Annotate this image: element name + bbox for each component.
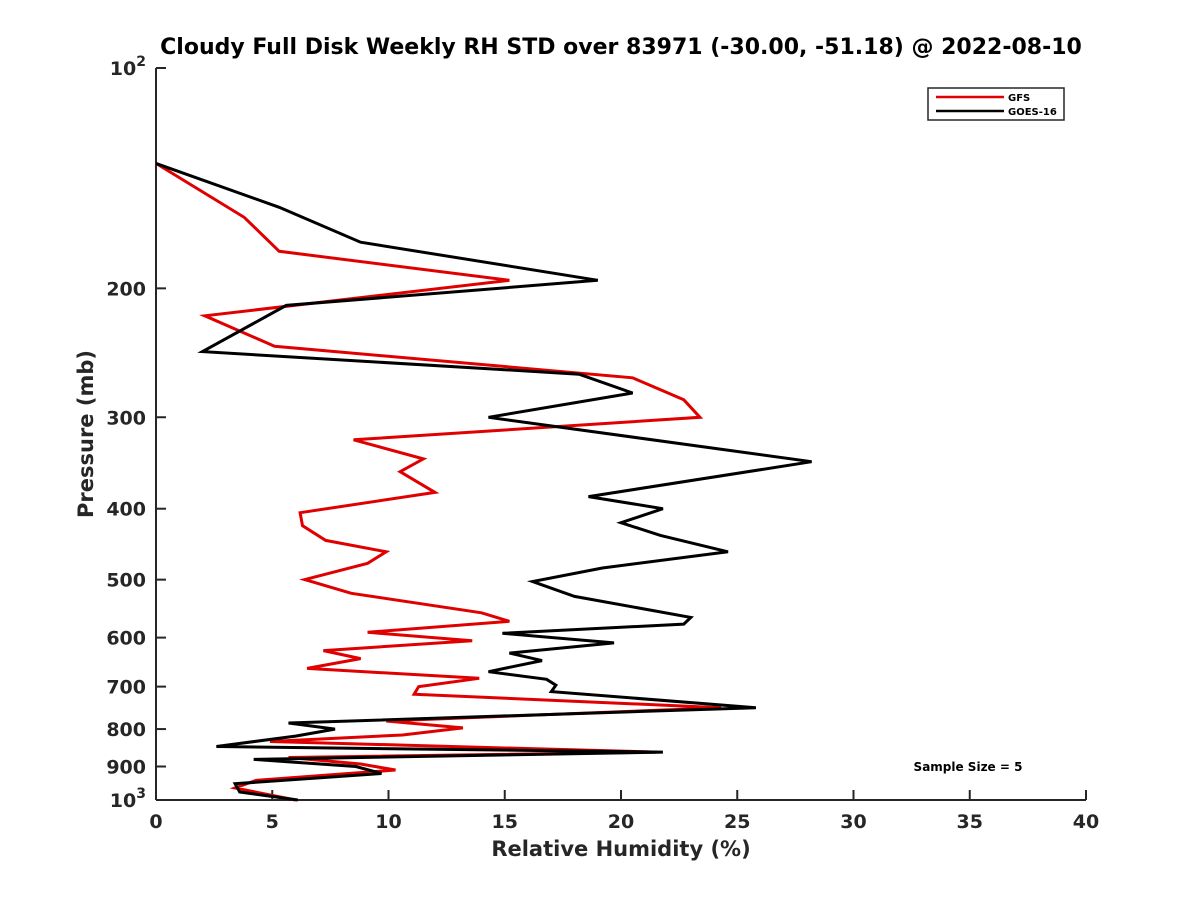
legend-label-goes16: GOES-16 [1008,107,1057,118]
y-tick-label: 400 [106,499,146,521]
x-ticks: 0 5 10 15 20 25 30 35 40 [149,790,1099,833]
x-tick-label: 5 [266,811,279,833]
x-tick-label: 30 [840,811,866,833]
y-tick-label: 700 [106,677,146,699]
y-tick-label: 103 [110,786,146,812]
y-tick-label: 300 [106,407,146,429]
x-axis-label: Relative Humidity (%) [491,837,750,861]
y-axis-label: Pressure (mb) [74,350,98,518]
y-tick-label: 800 [106,719,146,741]
y-tick-label: 102 [110,54,146,80]
y-tick-label: 500 [106,570,146,592]
legend-box [927,87,1065,121]
y-ticks: 102 200 300 400 500 600 700 800 900 103 [106,54,166,812]
x-tick-label: 15 [492,811,518,833]
series-line-goes16 [155,161,812,802]
legend: GFS GOES-16 [927,87,1065,121]
chart-title: Cloudy Full Disk Weekly RH STD over 8397… [160,35,1082,60]
x-tick-label: 20 [608,811,634,833]
series-lines [155,161,812,802]
x-tick-label: 10 [375,811,401,833]
y-tick-label: 900 [106,757,146,779]
y-tick-label: 600 [106,628,146,650]
legend-label-gfs: GFS [1008,93,1030,104]
series-line-gfs [155,162,722,802]
x-tick-label: 35 [957,811,983,833]
x-tick-label: 25 [724,811,750,833]
y-tick-label: 200 [106,278,146,300]
x-tick-label: 0 [149,811,162,833]
x-tick-label: 40 [1073,811,1099,833]
sample-size-annotation: Sample Size = 5 [914,760,1023,774]
